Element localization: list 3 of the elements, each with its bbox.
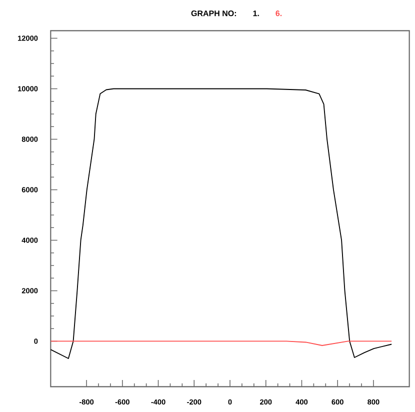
text: 1. [253, 10, 259, 16]
text: 6. [276, 10, 282, 16]
chart-title: GRAPH NO: [191, 10, 236, 16]
